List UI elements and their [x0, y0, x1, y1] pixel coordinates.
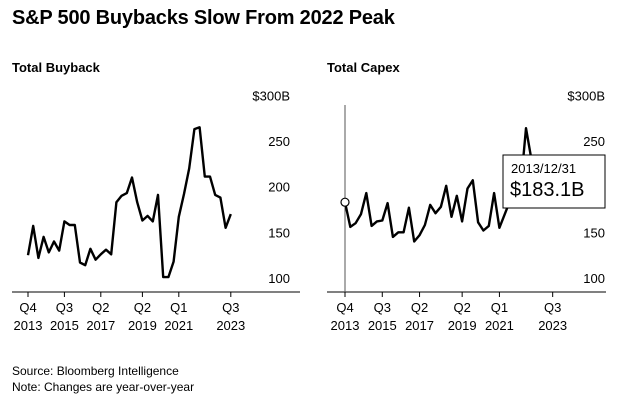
buyback-xtick-label-top: Q2 — [134, 300, 151, 315]
buyback-xtick-label-bottom: 2019 — [128, 318, 157, 333]
capex-xtick-label-top: Q3 — [374, 300, 391, 315]
capex-ytick-label: $300B — [567, 88, 605, 103]
buyback-ytick-label: 100 — [268, 271, 290, 286]
capex-ytick-label: 250 — [583, 134, 605, 149]
capex-xtick-label-top: Q1 — [491, 300, 508, 315]
tooltip-value: $183.1B — [510, 179, 585, 201]
capex-ytick-label: 100 — [583, 271, 605, 286]
capex-xtick-label-top: Q2 — [453, 300, 470, 315]
capex-panel-title: Total Capex — [327, 60, 400, 75]
tooltip-box — [502, 154, 606, 209]
buyback-xtick-label-bottom: 2013 — [14, 318, 43, 333]
buyback-xtick-label-top: Q4 — [19, 300, 36, 315]
buyback-ytick-label: $300B — [252, 88, 290, 103]
capex-xtick-label-bottom: 2013 — [331, 318, 360, 333]
tooltip-date: 2013/12/31 — [511, 161, 576, 176]
capex-xtick-label-top: Q4 — [336, 300, 353, 315]
hover-marker — [340, 197, 350, 207]
capex-xtick-label-bottom: 2021 — [485, 318, 514, 333]
buyback-ytick-label: 200 — [268, 180, 290, 195]
capex-series-line — [343, 126, 533, 243]
buyback-xtick-label-top: Q3 — [56, 300, 73, 315]
buyback-xtick-label-bottom: 2023 — [216, 318, 245, 333]
capex-xtick-label-bottom: 2017 — [405, 318, 434, 333]
capex-xtick-label-bottom: 2019 — [448, 318, 477, 333]
capex-xtick-label-top: Q2 — [411, 300, 428, 315]
source-note: Source: Bloomberg Intelligence — [12, 364, 179, 378]
buyback-xtick-label-top: Q1 — [170, 300, 187, 315]
changes-note: Note: Changes are year-over-year — [12, 380, 195, 394]
capex-xtick-label-bottom: 2023 — [538, 318, 567, 333]
buyback-ytick-label: 250 — [268, 134, 290, 149]
capex-xtick-label-top: Q3 — [544, 300, 561, 315]
buyback-ytick-label: 150 — [268, 225, 290, 240]
page-title: S&P 500 Buybacks Slow From 2022 Peak — [12, 7, 395, 29]
capex-ytick-label: 150 — [583, 225, 605, 240]
buyback-xtick-label-bottom: 2015 — [50, 318, 79, 333]
buyback-xtick-label-top: Q3 — [222, 300, 239, 315]
buyback-series-line — [26, 126, 232, 279]
buyback-xtick-label-top: Q2 — [92, 300, 109, 315]
buyback-xtick-label-bottom: 2021 — [164, 318, 193, 333]
buyback-xtick-label-bottom: 2017 — [86, 318, 115, 333]
capex-xtick-label-bottom: 2015 — [368, 318, 397, 333]
buyback-panel-title: Total Buyback — [12, 60, 100, 75]
